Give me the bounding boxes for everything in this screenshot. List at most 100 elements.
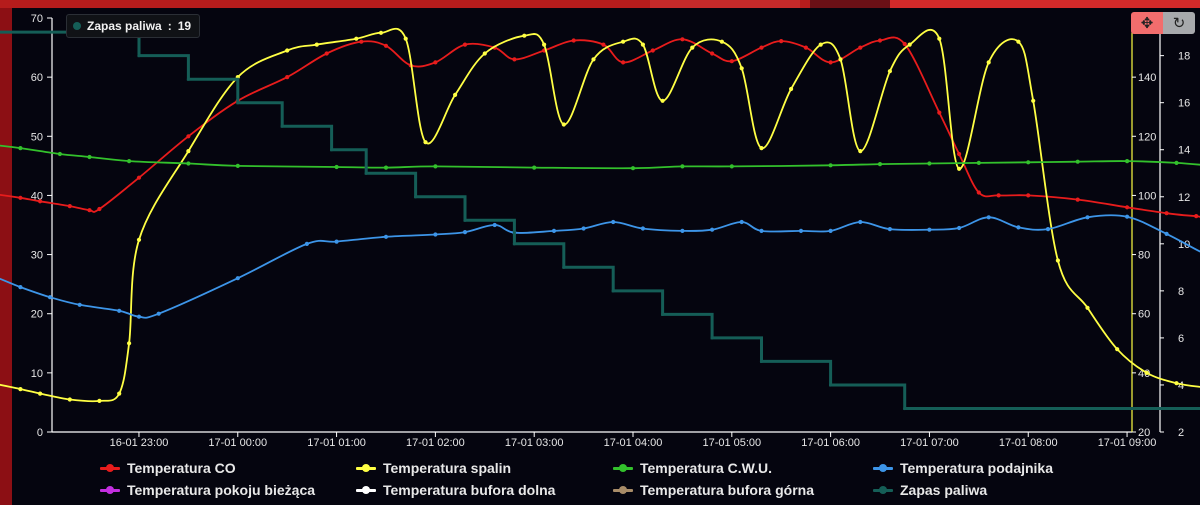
data-point-co (285, 75, 290, 80)
legend-marker-spaliny (356, 463, 376, 473)
data-point-spaliny (759, 146, 764, 151)
data-point-zapas (512, 242, 517, 246)
data-point-co (902, 41, 907, 47)
data-point-cwu (186, 161, 191, 166)
data-point-cwu (1125, 159, 1130, 164)
data-point-zapas (186, 77, 190, 81)
legend-label-spaliny: Temperatura spalin (383, 460, 512, 476)
data-point-spaliny (38, 391, 43, 396)
x-tick-label: 17-01 01:00 (307, 437, 366, 449)
data-point-podajnik (117, 308, 122, 313)
data-point-podajnik (18, 285, 23, 290)
legend-item-zapas[interactable]: Zapas paliwa (873, 482, 987, 498)
data-point-spaliny (127, 341, 132, 346)
data-point-zapas (364, 171, 368, 175)
y-left-tick-label: 30 (31, 250, 43, 262)
y-left-tick-label: 10 (31, 368, 43, 380)
data-point-zapas (330, 148, 334, 152)
data-point-co (937, 110, 942, 115)
data-point-co (729, 59, 734, 64)
data-point-spaliny (354, 36, 359, 41)
data-point-co (462, 42, 468, 47)
data-point-zapas (710, 336, 714, 340)
data-point-podajnik (492, 222, 497, 228)
y-right-tick-label: 20 (1138, 427, 1150, 439)
y-right-tick-label: 100 (1138, 190, 1156, 202)
data-point-podajnik (927, 227, 932, 232)
pan-move-button[interactable]: ✥ (1131, 12, 1163, 34)
data-point-podajnik (136, 314, 142, 319)
reset-zoom-button[interactable]: ↻ (1163, 12, 1195, 34)
data-point-spaliny (818, 42, 823, 47)
data-point-zapas (661, 312, 665, 316)
legend-item-co[interactable]: Temperatura CO (100, 460, 236, 476)
legend-item-cwu[interactable]: Temperatura C.W.U. (613, 460, 772, 476)
legend-marker-bufor-dolna (356, 485, 376, 495)
legend-marker-co (100, 463, 120, 473)
data-point-spaliny (67, 397, 72, 402)
data-point-podajnik (739, 219, 744, 225)
data-point-co (1026, 193, 1031, 198)
data-point-co (1164, 211, 1169, 216)
data-point-zapas (414, 195, 418, 199)
x-tick-label: 16-01 23:00 (110, 437, 169, 449)
data-point-spaliny (482, 51, 487, 56)
legend-item-pokoj[interactable]: Temperatura pokoju bieżąca (100, 482, 315, 498)
legend-item-bufor-gorna[interactable]: Temperatura bufora górna (613, 482, 814, 498)
data-point-podajnik (1045, 227, 1051, 232)
top-app-bar (0, 0, 1200, 8)
data-point-cwu (87, 154, 92, 160)
data-point-podajnik (304, 241, 309, 246)
legend-label-zapas: Zapas paliwa (900, 482, 988, 498)
data-point-co (18, 195, 23, 200)
legend-item-bufor-dolna[interactable]: Temperatura bufora dolna (356, 482, 555, 498)
data-point-spaliny (378, 30, 384, 35)
data-point-podajnik (887, 227, 893, 232)
data-point-podajnik (334, 239, 339, 244)
data-point-spaliny (719, 39, 725, 44)
data-point-zapas (280, 124, 284, 128)
data-point-co (803, 45, 809, 50)
series-line-zapas (0, 30, 1200, 410)
tooltip-colon: : (167, 19, 172, 33)
legend-item-spaliny[interactable]: Temperatura spalin (356, 460, 511, 476)
data-point-spaliny (285, 48, 290, 53)
data-point-spaliny (453, 92, 458, 97)
tooltip-value: 19 (177, 19, 192, 33)
tooltip-label: Zapas paliwa (87, 19, 162, 33)
x-tick-label: 17-01 09:00 (1098, 437, 1157, 449)
data-point-podajnik (798, 228, 804, 233)
data-point-cwu (18, 146, 23, 151)
data-point-co (877, 38, 883, 43)
y-inner-tick-label: 4 (1178, 380, 1184, 392)
data-point-spaliny (1055, 258, 1060, 263)
data-point-podajnik (581, 226, 586, 231)
data-point-cwu (680, 164, 685, 169)
data-point-cwu (433, 164, 438, 169)
data-point-spaliny (621, 39, 626, 44)
y-inner-tick-label: 18 (1178, 51, 1190, 63)
data-point-podajnik (77, 302, 82, 307)
data-point-spaliny (1031, 98, 1036, 103)
data-point-co (957, 151, 962, 157)
data-point-zapas (562, 265, 566, 269)
series-line-cwu (0, 144, 1200, 170)
x-tick-label: 17-01 02:00 (406, 437, 465, 449)
reset-icon: ↻ (1172, 15, 1186, 32)
x-tick-label: 17-01 08:00 (999, 437, 1058, 449)
data-point-spaliny (986, 60, 991, 65)
legend-marker-bufor-gorna (613, 485, 633, 495)
data-point-podajnik (611, 219, 616, 225)
legend-marker-podajnik (873, 463, 893, 473)
data-point-cwu (235, 163, 240, 168)
data-point-cwu (57, 151, 63, 157)
y-inner-tick-label: 2 (1178, 427, 1184, 439)
data-point-podajnik (1085, 215, 1090, 220)
data-point-podajnik (551, 228, 557, 233)
data-point-spaliny (314, 42, 319, 47)
data-point-spaliny (1115, 347, 1120, 352)
legend-item-podajnik[interactable]: Temperatura podajnika (873, 460, 1053, 476)
data-point-co (828, 60, 833, 65)
data-point-spaliny (403, 36, 408, 41)
data-point-spaliny (739, 66, 744, 71)
